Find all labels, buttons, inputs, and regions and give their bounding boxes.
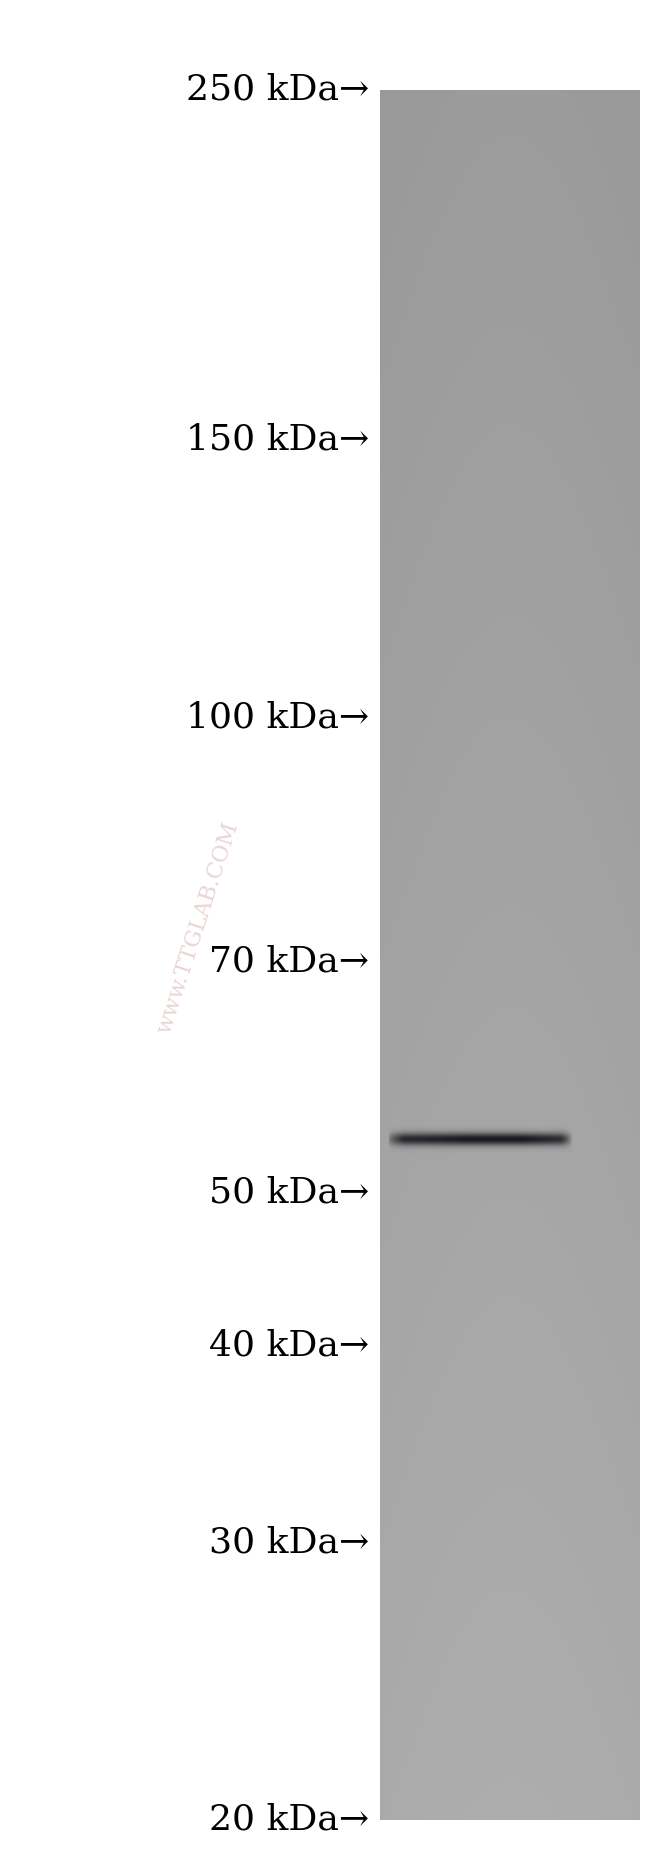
Text: 70 kDa→: 70 kDa→: [209, 944, 369, 979]
Text: 100 kDa→: 100 kDa→: [186, 701, 369, 735]
Text: 20 kDa→: 20 kDa→: [209, 1803, 369, 1836]
Text: 30 kDa→: 30 kDa→: [209, 1525, 369, 1560]
Text: 40 kDa→: 40 kDa→: [209, 1328, 369, 1362]
Text: 150 kDa→: 150 kDa→: [186, 423, 369, 456]
Text: 250 kDa→: 250 kDa→: [186, 72, 369, 108]
Text: 50 kDa→: 50 kDa→: [209, 1176, 369, 1209]
Text: www.TTGLAB.COM: www.TTGLAB.COM: [153, 818, 242, 1037]
